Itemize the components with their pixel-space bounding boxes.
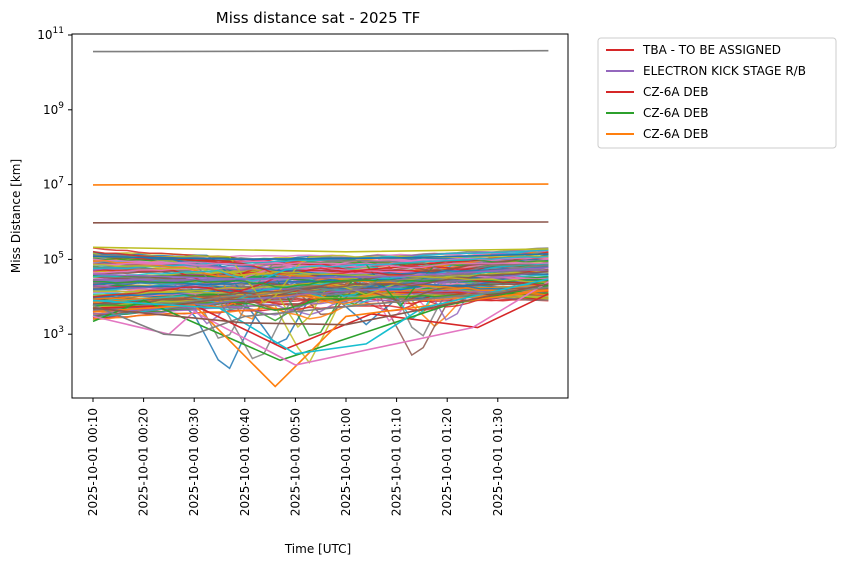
x-axis-label: Time [UTC]	[284, 542, 351, 556]
background-traces	[92, 247, 549, 370]
y-tick-label: 103	[43, 325, 64, 341]
background-trace	[92, 264, 549, 312]
legend-label: ELECTRON KICK STAGE R/B	[643, 64, 806, 78]
background-trace	[92, 263, 549, 283]
x-tick-label: 2025-10-01 01:00	[339, 408, 353, 516]
legend-label: CZ-6A DEB	[643, 106, 708, 120]
series-line	[92, 221, 549, 224]
series-line	[92, 49, 549, 53]
legend: TBA - TO BE ASSIGNED ELECTRON KICK STAGE …	[597, 37, 837, 149]
series-line	[92, 183, 549, 186]
background-trace	[93, 270, 549, 305]
x-axis-ticks: 2025-10-01 00:10 2025-10-01 00:20 2025-10-…	[86, 398, 505, 516]
legend-label: TBA - TO BE ASSIGNED	[642, 43, 781, 57]
background-trace	[92, 255, 549, 282]
y-tick-label: 105	[43, 250, 64, 266]
y-tick-label: 1011	[37, 26, 64, 42]
series-line	[92, 246, 549, 253]
y-axis-label: Miss Distance [km]	[9, 159, 23, 273]
x-tick-label: 2025-10-01 00:20	[137, 408, 151, 516]
chart-title: Miss distance sat - 2025 TF	[216, 9, 420, 27]
series-line	[92, 266, 549, 280]
series-layer	[92, 49, 549, 388]
background-trace	[92, 262, 549, 269]
series-line	[92, 286, 549, 337]
x-tick-label: 2025-10-01 00:30	[187, 408, 201, 516]
series-line	[92, 253, 549, 261]
x-tick-label: 2025-10-01 00:40	[238, 408, 252, 516]
x-tick-label: 2025-10-01 00:10	[86, 408, 100, 516]
series-line	[92, 283, 549, 326]
y-tick-label: 109	[43, 101, 64, 117]
y-tick-label: 107	[43, 176, 64, 192]
y-axis-ticks: 103 105 107 109 1011	[37, 26, 72, 341]
legend-box	[597, 37, 837, 149]
x-tick-label: 2025-10-01 01:30	[491, 408, 505, 516]
background-trace	[92, 248, 549, 270]
background-trace	[92, 270, 549, 297]
legend-label: CZ-6A DEB	[643, 127, 708, 141]
background-trace	[92, 279, 549, 298]
legend-label: CZ-6A DEB	[643, 85, 708, 99]
plot-frame	[71, 33, 569, 399]
series-line	[92, 289, 549, 388]
series-line	[92, 278, 549, 355]
x-tick-label: 2025-10-01 01:20	[440, 408, 454, 516]
x-tick-label: 2025-10-01 00:50	[288, 408, 302, 516]
x-tick-label: 2025-10-01 01:10	[390, 408, 404, 516]
